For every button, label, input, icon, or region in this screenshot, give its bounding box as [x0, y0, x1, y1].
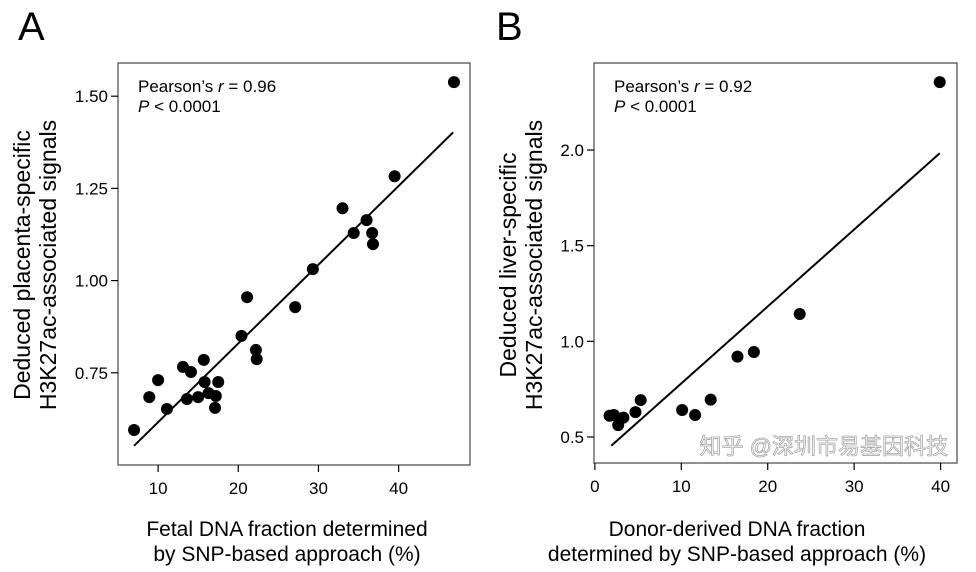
data-point: [212, 376, 225, 389]
data-point: [731, 350, 744, 363]
x-tick-label: 20: [229, 479, 248, 498]
r-symbol: r: [694, 77, 701, 96]
y-tick-label: 0.5: [560, 428, 584, 447]
y-axis-label: H3K27ac-associated signals: [35, 120, 61, 410]
data-point: [241, 291, 254, 304]
y-tick-label: 1.25: [75, 179, 108, 198]
y-tick-label: 1.5: [560, 237, 584, 256]
data-point: [336, 202, 349, 215]
x-tick-label: 40: [931, 477, 950, 496]
data-point: [184, 366, 197, 379]
data-point: [249, 343, 262, 356]
y-axis-label: H3K27ac-associated signals: [521, 120, 547, 410]
data-point: [607, 408, 620, 421]
data-point: [306, 263, 319, 276]
data-point: [447, 76, 460, 89]
data-point: [933, 76, 946, 89]
x-tick-label: 0: [590, 477, 599, 496]
data-point: [360, 214, 373, 227]
r-prefix: Pearson’s: [138, 77, 218, 96]
data-point: [209, 390, 222, 403]
data-point: [192, 391, 205, 404]
y-axis-label: Deduced placenta-specific: [9, 130, 35, 400]
y-tick-label: 1.00: [75, 272, 108, 291]
x-tick-label: 40: [389, 479, 408, 498]
r-prefix: Pearson’s: [614, 77, 694, 96]
p-value-annotation: P < 0.0001: [138, 97, 221, 116]
p-value: < 0.0001: [149, 97, 220, 116]
data-point: [152, 374, 165, 387]
data-point: [250, 353, 263, 366]
y-tick-label: 1.50: [75, 87, 108, 106]
data-point: [634, 394, 647, 407]
data-point: [689, 408, 702, 421]
pearson-r-annotation: Pearson’s r = 0.96: [138, 77, 276, 96]
data-point: [235, 329, 248, 342]
data-point: [704, 393, 717, 406]
y-tick-label: 2.0: [560, 141, 584, 160]
data-point: [793, 307, 806, 320]
panel-b: B 0 10 20 30 40 0.5 1.0 1.5 2.0 Deduced liver-spec…: [495, 5, 958, 566]
p-value-annotation: P < 0.0001: [614, 97, 697, 116]
x-axis-label: Donor-derived DNA fraction: [609, 518, 866, 541]
panel-label: A: [18, 5, 45, 49]
data-point: [676, 404, 689, 417]
regression-line: [610, 152, 941, 447]
data-point: [128, 423, 141, 436]
p-value: < 0.0001: [625, 97, 696, 116]
data-point: [180, 392, 193, 405]
data-point: [289, 301, 302, 314]
plot-frame: [593, 62, 958, 464]
plot-frame: [117, 62, 471, 466]
data-point: [366, 227, 379, 240]
y-tick-label: 0.75: [75, 364, 108, 383]
x-tick-label: 10: [149, 479, 168, 498]
x-tick-label: 10: [672, 477, 691, 496]
r-value: = 0.96: [224, 77, 276, 96]
data-point: [143, 391, 156, 404]
y-tick-label: 1.0: [560, 332, 584, 351]
watermark: 知乎 @深圳市易基因科技: [700, 434, 948, 459]
x-tick-label: 20: [758, 477, 777, 496]
data-point: [198, 376, 211, 389]
data-point: [747, 346, 760, 359]
data-point: [366, 238, 379, 251]
r-value: = 0.92: [700, 77, 752, 96]
data-point: [347, 227, 360, 240]
data-point: [160, 402, 173, 415]
x-tick-label: 30: [309, 479, 328, 498]
pearson-r-annotation: Pearson’s r = 0.92: [614, 77, 752, 96]
p-symbol: P: [614, 97, 626, 116]
data-point: [209, 401, 222, 414]
x-tick-label: 30: [845, 477, 864, 496]
x-axis-label: Fetal DNA fraction determined: [146, 518, 427, 541]
data-point: [388, 170, 401, 183]
panel-a: A 10 20 30 40 0.75 1.00 1.25 1.50 Deduced placent…: [9, 5, 471, 566]
p-symbol: P: [138, 97, 150, 116]
data-point: [629, 406, 642, 419]
y-axis-label: Deduced liver-specific: [495, 153, 521, 378]
panel-label: B: [496, 5, 523, 49]
data-point: [612, 419, 625, 432]
r-symbol: r: [218, 77, 225, 96]
data-point: [197, 353, 210, 366]
x-axis-label: determined by SNP-based approach (%): [548, 543, 926, 566]
x-axis-label: by SNP-based approach (%): [153, 543, 420, 566]
